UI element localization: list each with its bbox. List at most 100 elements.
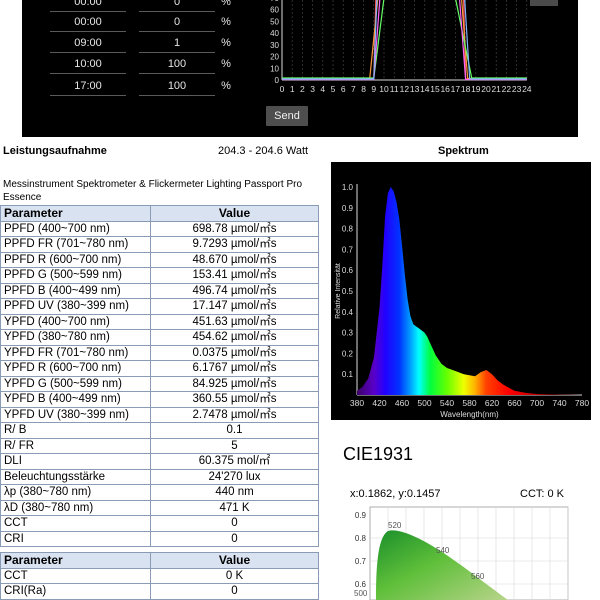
value-cell: 0 bbox=[150, 530, 319, 547]
parameter-cell: PPFD FR (701~780 nm) bbox=[0, 236, 151, 253]
cie-coordinates: x:0.1862, y:0.1457 bbox=[350, 488, 441, 500]
parameter-cell: CRI(Ra) bbox=[0, 583, 151, 600]
spectrum-chart: 0.1 0.2 0.3 0.4 0.5 0.6 0.7 0.8 0.9 1.0 380 420 460 5… bbox=[335, 183, 589, 419]
input-underline bbox=[50, 31, 126, 32]
x-tick-label: 12 bbox=[400, 84, 410, 94]
x-tick-label: 17 bbox=[451, 84, 461, 94]
y-tick-label: 0 bbox=[275, 76, 280, 85]
value-cell: 0 K bbox=[150, 567, 319, 584]
power-value: 204.3 - 204.6 Watt bbox=[218, 145, 309, 157]
value-cell: 5 bbox=[150, 437, 319, 454]
table-row: Beleuchtungsstärke 24'270 lux bbox=[0, 468, 319, 485]
y-tick-label: 10 bbox=[270, 64, 279, 73]
value-cell: 698.78 µmol/㎡s bbox=[150, 220, 319, 237]
schedule-time-input[interactable]: 17:00 bbox=[74, 80, 102, 92]
y-tick-label: 0.4 bbox=[342, 308, 354, 317]
parameter-cell: YPFD B (400~499 nm) bbox=[0, 391, 151, 408]
parameter-cell: YPFD (380~780 nm) bbox=[0, 329, 151, 346]
send-button[interactable]: Send bbox=[266, 106, 308, 126]
y-tick-label: 0.1 bbox=[342, 370, 354, 379]
schedule-row: 10:00 100% bbox=[22, 54, 262, 74]
x-tick-label: 4 bbox=[320, 84, 325, 94]
value-cell: 48.670 µmol/㎡s bbox=[150, 251, 319, 268]
x-tick-label: 8 bbox=[361, 84, 366, 94]
parameter-cell: R/ FR bbox=[0, 437, 151, 454]
channel-line bbox=[282, 0, 527, 80]
schedule-chart: 7060504030201000123456789101112131415161… bbox=[270, 0, 532, 94]
x-tick-label: 0 bbox=[280, 84, 285, 94]
schedule-time-input[interactable]: 10:00 bbox=[74, 58, 102, 70]
parameter-cell: CCT bbox=[0, 515, 151, 532]
parameter-cell: R/ B bbox=[0, 422, 151, 439]
schedule-value-input[interactable]: 100 bbox=[167, 58, 187, 70]
parameter-cell: YPFD R (600~700 nm) bbox=[0, 360, 151, 377]
y-tick-label: 30 bbox=[270, 41, 279, 50]
cie-diagram: 0.9 0.8 0.7 0.6 520 540 560 500 bbox=[354, 506, 569, 600]
wavelength-label: 520 bbox=[388, 521, 402, 530]
value-cell: 24'270 lux bbox=[150, 468, 319, 485]
controller-panel: 00:00 0% 00:00 0% 09:00 1% 10:00 100% 17:00 100% … bbox=[22, 0, 578, 137]
schedule-value-input[interactable]: 0 bbox=[173, 0, 181, 8]
value-cell: 496.74 µmol/㎡s bbox=[150, 282, 319, 299]
value-cell: 153.41 µmol/㎡s bbox=[150, 267, 319, 284]
input-underline bbox=[139, 31, 215, 32]
table-row: YPFD FR (701~780 nm) 0.0375 µmol/㎡s bbox=[0, 344, 319, 361]
panel-corner-button[interactable] bbox=[530, 0, 558, 6]
x-tick-label: 7 bbox=[351, 84, 356, 94]
y-tick-label: 0.8 bbox=[342, 225, 354, 234]
x-tick-label: 11 bbox=[390, 84, 399, 94]
x-tick-label: 540 bbox=[440, 398, 454, 408]
parameter-cell: PPFD B (400~499 nm) bbox=[0, 282, 151, 299]
schedule-time-input[interactable]: 09:00 bbox=[74, 37, 102, 49]
x-tick-label: 24 bbox=[522, 84, 532, 94]
power-label: Leistungsaufnahme bbox=[3, 145, 107, 157]
x-tick-label: 16 bbox=[440, 84, 450, 94]
schedule-value-input[interactable]: 100 bbox=[167, 80, 187, 92]
table-row: YPFD (380~780 nm) 454.62 µmol/㎡s bbox=[0, 329, 319, 346]
x-axis-label: Wavelength(nm) bbox=[440, 410, 499, 419]
schedule-unit-label: % bbox=[221, 58, 231, 70]
x-tick-label: 20 bbox=[481, 84, 491, 94]
parameter-cell: CCT bbox=[0, 567, 151, 584]
value-cell: 454.62 µmol/㎡s bbox=[150, 329, 319, 346]
value-cell: 17.147 µmol/㎡s bbox=[150, 298, 319, 315]
x-tick-label: 3 bbox=[310, 84, 315, 94]
schedule-value-input[interactable]: 1 bbox=[173, 37, 181, 49]
x-tick-label: 23 bbox=[512, 84, 522, 94]
schedule-row: 09:00 1% bbox=[22, 33, 262, 53]
y-tick-label: 50 bbox=[270, 17, 279, 26]
x-tick-label: 620 bbox=[485, 398, 499, 408]
table-row: YPFD (400~700 nm) 451.63 µmol/㎡s bbox=[0, 313, 319, 330]
table-row: CCT 0 K bbox=[0, 567, 319, 584]
parameter-cell: YPFD (400~700 nm) bbox=[0, 313, 151, 330]
table-row: CCT 0 bbox=[0, 515, 319, 532]
table-row: λp (380~780 nm) 440 nm bbox=[0, 484, 319, 501]
spectrum-area bbox=[357, 187, 582, 395]
schedule-time-input[interactable]: 00:00 bbox=[74, 16, 102, 28]
value-cell: 451.63 µmol/㎡s bbox=[150, 313, 319, 330]
schedule-value-input[interactable]: 0 bbox=[173, 16, 181, 28]
x-tick-label: 15 bbox=[430, 84, 440, 94]
channel-line bbox=[282, 0, 527, 80]
table-row: CRI(Ra) 0 bbox=[0, 583, 319, 600]
x-tick-label: 460 bbox=[395, 398, 409, 408]
schedule-unit-label: % bbox=[221, 80, 231, 92]
input-underline bbox=[139, 73, 215, 74]
x-tick-label: 380 bbox=[350, 398, 364, 408]
x-tick-label: 18 bbox=[461, 84, 471, 94]
x-tick-label: 10 bbox=[379, 84, 389, 94]
table-header-parameter: Parameter bbox=[0, 552, 151, 569]
table-row: PPFD B (400~499 nm) 496.74 µmol/㎡s bbox=[0, 282, 319, 299]
parameter-cell: CRI bbox=[0, 530, 151, 547]
table-header-value: Value bbox=[150, 205, 319, 222]
schedule-time-input[interactable]: 00:00 bbox=[74, 0, 102, 8]
parameter-cell: λp (380~780 nm) bbox=[0, 484, 151, 501]
channel-line bbox=[282, 0, 527, 80]
x-tick-label: 21 bbox=[491, 84, 501, 94]
schedule-row: 17:00 100% bbox=[22, 76, 262, 96]
wavelength-label: 540 bbox=[436, 546, 450, 555]
x-tick-label: 1 bbox=[290, 84, 295, 94]
table-row: YPFD G (500~599 nm) 84.925 µmol/㎡s bbox=[0, 375, 319, 392]
y-tick-label: 0.9 bbox=[355, 511, 367, 520]
x-tick-label: 22 bbox=[502, 84, 512, 94]
